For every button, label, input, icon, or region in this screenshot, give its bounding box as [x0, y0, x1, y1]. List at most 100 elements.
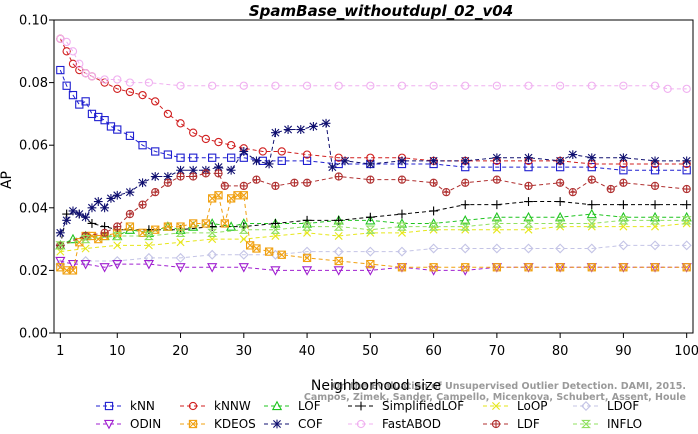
point-inflo-13 — [460, 222, 471, 231]
point-inflo-14 — [491, 219, 502, 228]
point-odin-2 — [80, 259, 91, 270]
point-ldf-14 — [252, 175, 261, 184]
point-ldf-3 — [113, 222, 122, 231]
point-inflo-9 — [333, 222, 344, 231]
point-cof-19 — [239, 147, 249, 156]
point-cof-11 — [138, 178, 147, 188]
point-ldf-2 — [100, 228, 109, 237]
point-ldf-27 — [568, 187, 577, 197]
series-ldof — [55, 240, 692, 270]
series-line-fastabod — [60, 38, 687, 90]
series-line-ldof — [60, 244, 687, 265]
point-kdeos-23 — [252, 244, 261, 253]
legend-marker-cof — [272, 419, 282, 429]
plot-series — [55, 34, 692, 276]
point-knn-9 — [113, 125, 122, 134]
point-knn-32 — [650, 166, 660, 175]
point-knn-1 — [62, 81, 71, 90]
point-odin-8 — [238, 263, 249, 273]
point-ldof-6 — [238, 249, 249, 260]
legend-label-ldf: LDF — [517, 417, 540, 431]
point-fastabod-9 — [144, 78, 154, 87]
point-knnw-12 — [176, 119, 185, 128]
point-inflo-1 — [80, 234, 91, 244]
point-cof-17 — [214, 162, 223, 172]
series-line-lof — [60, 213, 687, 246]
point-cof-22 — [271, 128, 280, 138]
legend-item-fastabod: FastABOD — [348, 417, 441, 431]
legend-marker-odin — [103, 419, 115, 430]
point-inflo-16 — [555, 219, 566, 228]
point-knnw-18 — [258, 147, 267, 156]
point-fastabod-15 — [334, 81, 343, 90]
point-knn-10 — [125, 131, 135, 140]
point-fastabod-25 — [650, 81, 660, 90]
y-tick-label-0: 0.00 — [19, 327, 48, 342]
point-knnw-15 — [214, 137, 223, 147]
point-inflo-12 — [428, 222, 439, 231]
point-ldf-15 — [271, 181, 280, 191]
point-kdeos-26 — [302, 253, 312, 263]
point-odin-11 — [333, 266, 344, 276]
point-fastabod-4 — [81, 69, 90, 78]
point-inflo-11 — [397, 222, 407, 231]
point-ldf-31 — [650, 181, 660, 191]
point-simplifiedlof-19 — [555, 197, 565, 206]
point-knnw-20 — [302, 150, 312, 159]
point-kdeos-12 — [163, 222, 173, 231]
point-kdeos-35 — [587, 263, 596, 272]
point-cof-23 — [283, 125, 293, 134]
legend-marker-simplifiedlof — [356, 401, 366, 411]
series-cof — [55, 118, 692, 238]
point-cof-40 — [682, 156, 692, 166]
point-cof-29 — [365, 159, 375, 169]
point-cof-39 — [650, 156, 660, 166]
x-tick-label-40: 40 — [299, 344, 316, 359]
point-cof-34 — [524, 153, 533, 163]
legend-label-ldof: LDOF — [607, 399, 639, 413]
point-ldf-28 — [587, 175, 596, 184]
legend-label-simplifiedlof: SimplifiedLOF — [382, 399, 464, 413]
x-tick-label-80: 80 — [552, 344, 569, 359]
point-ldof-15 — [523, 243, 534, 254]
point-kdeos-29 — [397, 263, 407, 272]
point-inflo-19 — [650, 216, 660, 225]
point-knn-21 — [302, 156, 312, 165]
point-lof-1 — [67, 233, 79, 244]
point-kdeos-37 — [650, 263, 660, 272]
point-ldof-0 — [55, 259, 66, 270]
point-fastabod-16 — [366, 81, 375, 90]
chart-title: SpamBase_withoutdupl_02_v04 — [249, 2, 513, 20]
point-cof-3 — [74, 209, 84, 219]
point-ldf-7 — [163, 178, 173, 187]
point-ldof-16 — [555, 243, 566, 254]
point-fastabod-1 — [62, 37, 71, 47]
plot-frame — [53, 19, 694, 334]
point-kdeos-28 — [366, 259, 375, 269]
point-fastabod-5 — [87, 72, 97, 81]
point-kdeos-24 — [264, 247, 274, 256]
point-odin-4 — [112, 259, 123, 270]
point-odin-0 — [55, 256, 66, 267]
point-cof-20 — [252, 156, 261, 166]
point-fastabod-22 — [555, 81, 565, 90]
legend-label-loop: LoOP — [517, 399, 548, 413]
point-kdeos-2 — [68, 266, 78, 275]
point-lof-20 — [491, 211, 502, 222]
point-ldf-6 — [151, 187, 160, 197]
point-inflo-3 — [143, 231, 154, 241]
point-knn-13 — [163, 150, 173, 159]
point-cof-28 — [340, 156, 350, 166]
series-fastabod — [56, 34, 691, 94]
point-inflo-0 — [55, 241, 66, 250]
point-fastabod-23 — [587, 81, 596, 90]
point-lof-16 — [365, 214, 376, 225]
point-knnw-19 — [277, 147, 286, 156]
point-simplifiedlof-21 — [619, 200, 628, 210]
x-tick-label-30: 30 — [236, 344, 253, 359]
point-kdeos-25 — [277, 250, 286, 259]
point-ldof-3 — [143, 252, 154, 263]
x-tick-label-90: 90 — [615, 344, 632, 359]
point-cof-26 — [321, 118, 331, 128]
